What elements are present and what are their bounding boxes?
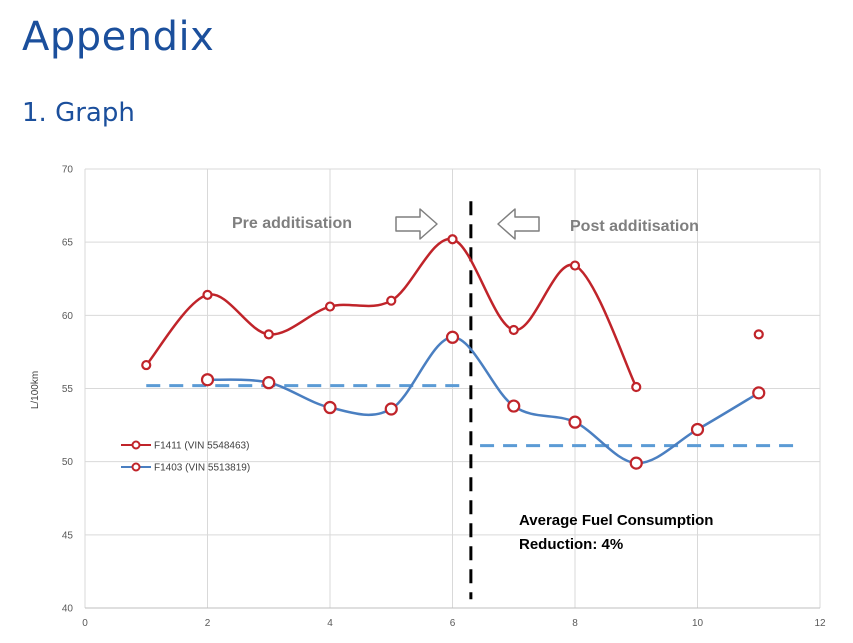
legend-item-f1403: F1403 (VIN 5513819): [121, 462, 250, 474]
x-tick-label: 2: [205, 618, 211, 629]
data-point: [445, 330, 460, 344]
reduction-annotation-line2: Reduction: 4%: [519, 536, 623, 553]
section-heading: 1. Graph: [22, 98, 135, 128]
page-title: Appendix: [22, 14, 215, 60]
data-point: [323, 400, 337, 415]
data-point: [447, 234, 458, 245]
data-point: [141, 359, 152, 371]
data-point: [324, 301, 336, 312]
data-point: [507, 399, 521, 413]
data-point: [200, 373, 215, 387]
x-tick-label: 0: [82, 618, 88, 629]
y-tick-label: 50: [62, 457, 74, 468]
y-tick-label: 45: [62, 530, 74, 541]
data-point: [690, 422, 705, 437]
data-point: [202, 289, 213, 300]
data-point: [629, 456, 643, 470]
x-tick-label: 4: [327, 618, 333, 629]
left-arrow-icon: [497, 208, 540, 240]
series-line: [207, 336, 760, 465]
legend-label-f1411: F1411 (VIN 5548463): [154, 441, 249, 452]
x-tick-label: 8: [572, 618, 578, 629]
y-tick-label: 65: [62, 238, 74, 249]
data-point: [386, 295, 397, 306]
data-point: [752, 386, 766, 400]
series-1: [200, 330, 766, 470]
legend-label-f1403: F1403 (VIN 5513819): [154, 463, 250, 474]
chart-axes: 40 45 50 55 60 65 70 0 2 4 6 8 10 12: [62, 165, 826, 630]
chart-gridlines: [84, 168, 821, 609]
data-point: [753, 329, 764, 340]
x-tick-label: 10: [692, 618, 704, 629]
data-point: [508, 324, 519, 336]
series-line: [145, 237, 638, 388]
data-point: [384, 402, 398, 416]
legend: F1411 (VIN 5548463) F1403 (VIN 5513819): [121, 440, 250, 474]
y-tick-label: 55: [62, 384, 74, 395]
data-point: [568, 415, 582, 429]
reference-lines: [146, 201, 796, 600]
y-tick-label: 60: [62, 311, 74, 322]
data-point: [631, 381, 642, 393]
right-arrow-icon: [395, 208, 438, 240]
data-point: [263, 329, 274, 340]
reduction-annotation-line1: Average Fuel Consumption: [519, 512, 713, 529]
pre-additisation-label: Pre additisation: [232, 215, 352, 232]
post-additisation-label: Post additisation: [570, 218, 699, 235]
data-point: [569, 260, 581, 271]
x-tick-label: 12: [814, 618, 826, 629]
y-tick-label: 40: [62, 604, 74, 615]
y-tick-label: 70: [62, 165, 74, 176]
x-tick-label: 6: [450, 618, 456, 629]
y-axis-label: L/100km: [30, 371, 41, 409]
legend-item-f1411: F1411 (VIN 5548463): [121, 440, 249, 452]
data-point: [262, 376, 276, 390]
chart-series: [141, 234, 766, 470]
series-0: [141, 234, 764, 393]
